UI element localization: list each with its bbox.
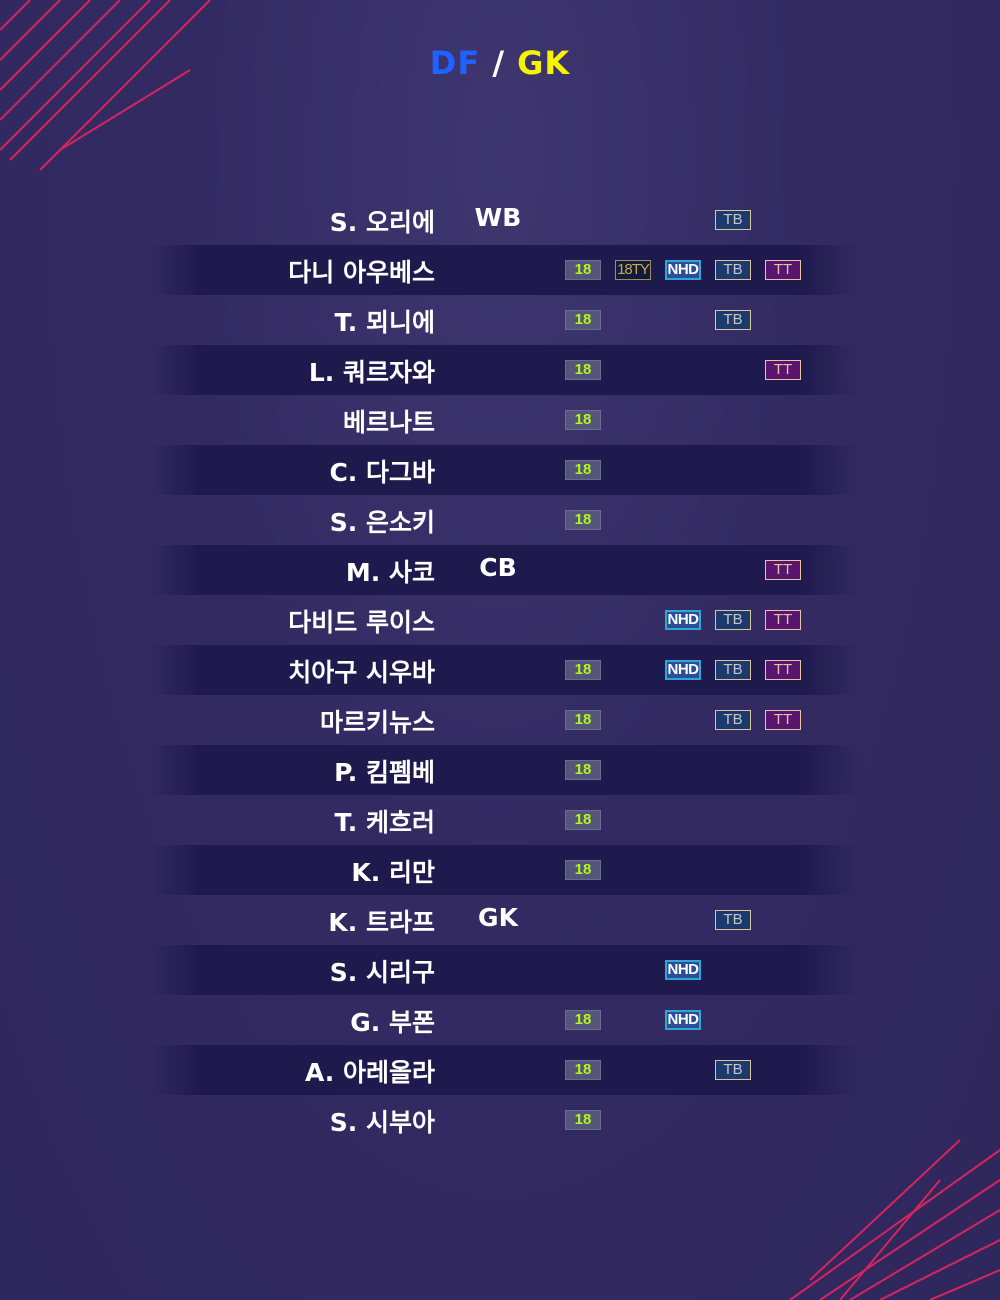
player-row: T. 케흐러 18 xyxy=(0,795,1000,845)
badge-btt: TT xyxy=(765,710,801,730)
player-name: M. 사코 xyxy=(345,558,435,587)
player-row: S. 은소키 18 xyxy=(0,495,1000,545)
badge-btb: TB xyxy=(715,610,751,630)
badge-b18: 18 xyxy=(565,1110,601,1130)
badge-btb: TB xyxy=(715,710,751,730)
player-row: 마르키뉴스 18 TB TT xyxy=(0,695,1000,745)
player-row: 베르나트 18 xyxy=(0,395,1000,445)
badge-btb: TB xyxy=(715,210,751,230)
badge-btb: TB xyxy=(715,310,751,330)
position-label: CB xyxy=(479,553,517,582)
title-gk: GK xyxy=(517,44,571,82)
player-row: 다니 아우베스 18 18TY NHD TB TT xyxy=(0,245,1000,295)
player-row: C. 다그바 18 xyxy=(0,445,1000,495)
badge-bnhd: NHD xyxy=(665,660,701,680)
badge-btb: TB xyxy=(715,910,751,930)
player-name: S. 시부아 xyxy=(329,1108,435,1137)
player-name: L. 쿼르자와 xyxy=(308,358,435,387)
badge-btt: TT xyxy=(765,560,801,580)
player-name: S. 은소키 xyxy=(329,508,435,537)
player-name: 다비드 루이스 xyxy=(288,608,435,637)
badge-bnhd: NHD xyxy=(665,610,701,630)
player-row: L. 쿼르자와 18 TT xyxy=(0,345,1000,395)
player-name: K. 리만 xyxy=(351,858,435,887)
badge-b18: 18 xyxy=(565,760,601,780)
player-row: S. 오리에 WB TB xyxy=(0,195,1000,245)
badge-b18: 18 xyxy=(565,660,601,680)
badge-btt: TT xyxy=(765,610,801,630)
badge-b18: 18 xyxy=(565,860,601,880)
badge-bnhd: NHD xyxy=(665,960,701,980)
badge-bnhd: NHD xyxy=(665,1010,701,1030)
badge-btb: TB xyxy=(715,260,751,280)
badge-b18: 18 xyxy=(565,810,601,830)
badge-b18: 18 xyxy=(565,310,601,330)
player-name: S. 오리에 xyxy=(329,208,435,237)
player-row: M. 사코 CB TT xyxy=(0,545,1000,595)
badge-b18: 18 xyxy=(565,260,601,280)
player-name: G. 부폰 xyxy=(350,1008,435,1037)
player-name: C. 다그바 xyxy=(329,458,435,487)
player-row: S. 시리구 NHD xyxy=(0,945,1000,995)
player-row: P. 킴펨베 18 xyxy=(0,745,1000,795)
player-row: G. 부폰 18 NHD xyxy=(0,995,1000,1045)
player-name: 다니 아우베스 xyxy=(288,258,435,287)
player-name: A. 아레올라 xyxy=(304,1058,435,1087)
badge-b18: 18 xyxy=(565,1060,601,1080)
player-row: S. 시부아 18 xyxy=(0,1095,1000,1145)
player-row: 치아구 시우바 18 NHD TB TT xyxy=(0,645,1000,695)
badge-btb: TB xyxy=(715,1060,751,1080)
player-name: 마르키뉴스 xyxy=(319,708,435,737)
badge-btt: TT xyxy=(765,660,801,680)
player-name: 베르나트 xyxy=(342,408,435,437)
player-name: T. 케흐러 xyxy=(334,808,435,837)
player-name: S. 시리구 xyxy=(329,958,435,987)
badge-btt: TT xyxy=(765,360,801,380)
badge-btt: TT xyxy=(765,260,801,280)
player-row: T. 뫼니에 18 TB xyxy=(0,295,1000,345)
player-name: K. 트라프 xyxy=(328,908,435,937)
badge-btb: TB xyxy=(715,660,751,680)
badge-b18: 18 xyxy=(565,460,601,480)
position-label: GK xyxy=(478,903,518,932)
title-df: DF xyxy=(429,44,481,82)
position-label: WB xyxy=(474,203,522,232)
badge-b18: 18 xyxy=(565,360,601,380)
badge-b18: 18 xyxy=(565,710,601,730)
player-name: 치아구 시우바 xyxy=(288,658,435,687)
player-row: K. 트라프 GK TB xyxy=(0,895,1000,945)
badge-bty: 18TY xyxy=(615,260,651,280)
badge-b18: 18 xyxy=(565,1010,601,1030)
player-row: K. 리만 18 xyxy=(0,845,1000,895)
player-row: A. 아레올라 18 TB xyxy=(0,1045,1000,1095)
badge-bnhd: NHD xyxy=(665,260,701,280)
player-name: T. 뫼니에 xyxy=(334,308,435,337)
page-title: DF / GK xyxy=(0,44,1000,82)
title-separator: / xyxy=(492,44,506,82)
player-name: P. 킴펨베 xyxy=(334,758,435,787)
badge-b18: 18 xyxy=(565,410,601,430)
player-row: 다비드 루이스 NHD TB TT xyxy=(0,595,1000,645)
badge-b18: 18 xyxy=(565,510,601,530)
